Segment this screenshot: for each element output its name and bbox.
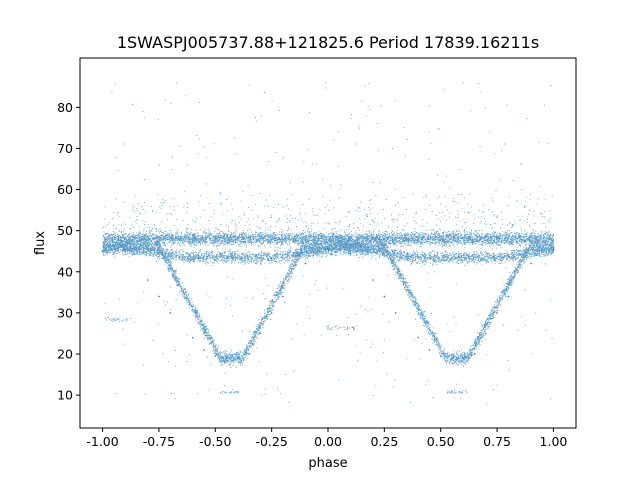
data-point [530, 262, 532, 265]
data-point [485, 332, 487, 335]
data-point [342, 246, 345, 248]
data-point [203, 349, 205, 351]
data-point [282, 295, 284, 298]
x-tick-label: -0.25 [255, 434, 287, 449]
data-point [225, 357, 228, 359]
data-point [237, 357, 239, 359]
data-point [214, 355, 217, 357]
x-axis-ticks: -1.00 -0.75 -0.50 -0.25 0.00 0.25 0.50 0.75 1.00 [86, 428, 567, 449]
data-point [462, 357, 465, 359]
data-point [327, 248, 329, 250]
x-tick-label: -0.75 [143, 434, 175, 449]
y-tick-label: 30 [57, 305, 73, 320]
data-points [101, 82, 555, 404]
x-tick-label: 0.50 [427, 434, 455, 449]
data-point [158, 295, 160, 298]
x-tick-label: 0.25 [370, 434, 398, 449]
x-tick-label: -1.00 [86, 434, 118, 449]
data-point [552, 248, 555, 250]
data-point [383, 295, 386, 298]
y-tick-label: 20 [57, 347, 73, 362]
y-tick-label: 80 [57, 100, 73, 115]
data-point [417, 336, 419, 339]
y-tick-label: 10 [57, 388, 73, 403]
data-point [248, 353, 250, 355]
x-tick-label: -0.50 [199, 434, 231, 449]
data-point [439, 355, 442, 357]
data-point [451, 357, 453, 359]
data-point [259, 332, 262, 335]
x-tick-label: 0.75 [483, 434, 511, 449]
chart-title: 1SWASPJ005737.88+121825.6 Period 17839.1… [117, 33, 539, 52]
data-point [349, 252, 352, 255]
data-point [496, 312, 498, 314]
data-point [146, 279, 149, 281]
y-tick-label: 70 [57, 141, 73, 156]
data-point [394, 312, 397, 314]
y-tick-label: 40 [57, 264, 73, 279]
y-axis-ticks: 10 20 30 40 50 60 70 80 [57, 100, 80, 403]
x-tick-label: 1.00 [540, 434, 568, 449]
data-point [101, 250, 104, 253]
data-point [169, 312, 171, 314]
x-axis-label: phase [308, 456, 347, 471]
y-axis-label: flux [33, 231, 48, 255]
data-point [270, 312, 273, 314]
y-tick-label: 50 [57, 223, 73, 238]
data-point [191, 336, 194, 339]
scatter-points [102, 82, 555, 404]
data-point [428, 349, 431, 351]
data-point [304, 262, 307, 265]
data-point [507, 295, 510, 298]
y-tick-label: 60 [57, 182, 73, 197]
x-tick-label: 0.00 [314, 434, 342, 449]
data-point [372, 279, 374, 281]
data-point [473, 353, 476, 355]
data-point [124, 248, 126, 250]
